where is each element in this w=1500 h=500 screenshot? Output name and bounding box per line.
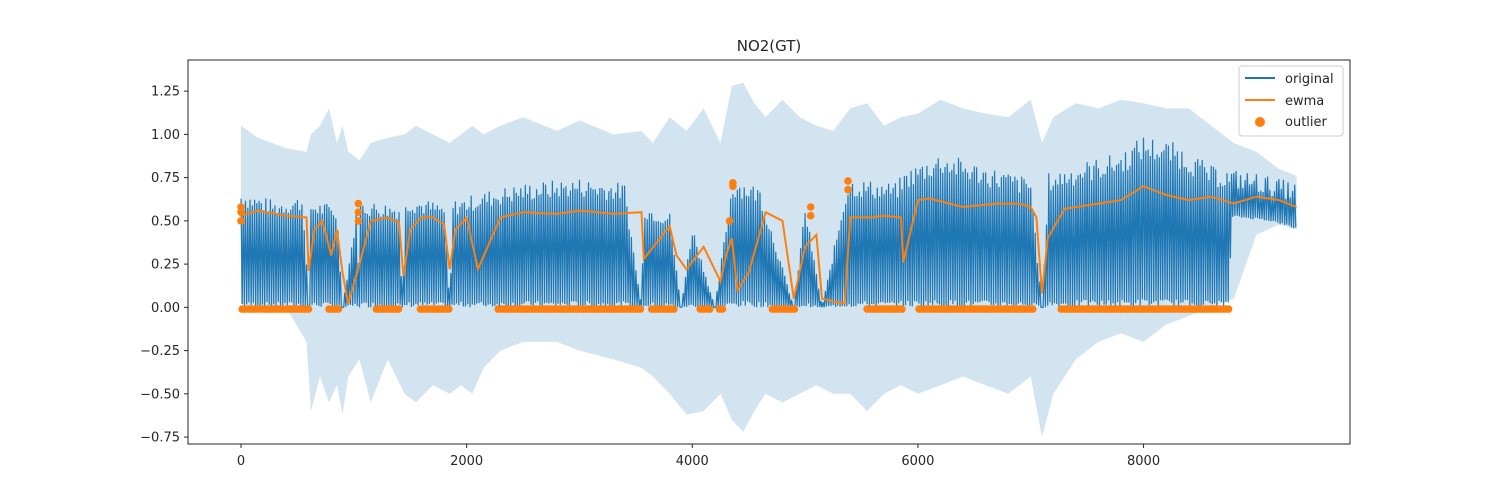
ewma-series-line [240,185,1297,306]
legend-original-label: original [1285,72,1334,87]
outlier-point [237,217,245,225]
outlier-point [636,305,645,313]
x-tick-label: 8000 [1127,454,1160,469]
legend-ewma-label: ewma [1285,94,1324,109]
outlier-point [844,177,852,185]
y-axis: −0.75 −0.50 −0.25 0.00 0.25 0.50 0.75 1.00 1.25 [140,85,188,446]
outlier-point [334,305,343,313]
outlier-point [394,305,403,313]
outlier-point [705,305,714,313]
y-tick-label: 1.25 [151,85,180,100]
outlier-point [237,203,245,211]
outlier-point [729,182,737,191]
outlier-point [1029,305,1037,313]
outlier-point [1224,305,1233,313]
x-tick-label: 0 [237,454,245,469]
outlier-point [354,208,363,216]
plot-frame [187,59,1351,445]
outlier-point [790,305,799,313]
outlier-point [670,305,678,313]
legend-outlier-label: outlier [1285,115,1328,130]
outlier-point [718,305,727,313]
y-tick-label: −0.50 [140,387,180,402]
y-tick-label: −0.75 [140,431,180,446]
y-tick-label: 1.00 [151,128,180,143]
legend: original ewma outlier [1238,65,1344,137]
y-tick-label: 0.75 [151,171,180,186]
outlier-point [898,305,906,313]
x-tick-label: 6000 [901,454,934,469]
legend-box [1238,65,1344,137]
y-tick-label: 0.50 [151,214,180,229]
outlier-point [354,217,363,225]
ewma-series-layer [240,185,1297,306]
y-tick-label: −0.25 [140,344,180,359]
outlier-point [806,203,815,211]
y-tick-label: 0.25 [151,258,180,273]
x-tick-label: 2000 [450,454,483,469]
outlier-point [304,305,313,313]
legend-outlier-swatch [1255,117,1265,127]
outlier-point [725,217,734,225]
outlier-point [806,211,815,220]
y-tick-label: 0.00 [151,301,180,316]
x-axis: 0 2000 4000 6000 8000 [237,444,1160,469]
outlier-series-layer [237,177,1233,313]
chart-title: NO2(GT) [737,37,802,55]
outlier-point [844,185,852,194]
outlier-point [354,199,363,208]
outlier-point [445,305,453,313]
x-tick-label: 4000 [676,454,709,469]
outlier-point [237,208,245,216]
